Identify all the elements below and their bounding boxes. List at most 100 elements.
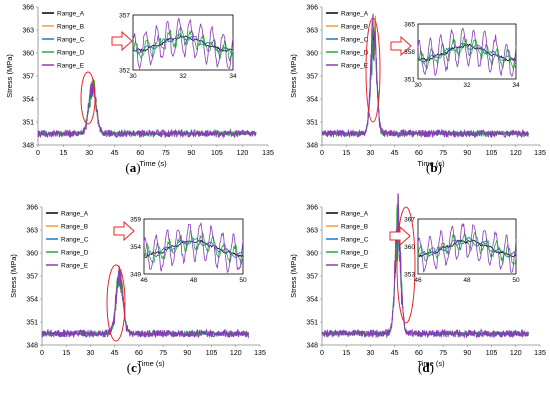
zoom-inset: 46 48 50 353 360 367	[404, 217, 520, 285]
y-tick-label: 354	[26, 297, 38, 304]
panel-b: 0 15 30 45 60 75 90 105 120 135 348 351 354 357 360 363…	[289, 5, 546, 176]
y-tick-label: 360	[306, 51, 318, 58]
panel-c: 0 15 30 45 60 75 90 105 120 135 348 351 354 357 360 363…	[9, 205, 266, 376]
x-tick-label: 0	[40, 350, 44, 357]
y-axis-title: Stress (MPa)	[9, 254, 18, 298]
legend-label-Range_C: Range_C	[341, 36, 369, 43]
inset-x-tick-label: 50	[512, 277, 520, 284]
x-tick-label: 75	[162, 150, 170, 157]
x-tick-label: 0	[320, 350, 324, 357]
y-tick-label: 366	[22, 5, 34, 12]
y-tick-label: 366	[26, 205, 38, 212]
x-tick-label: 15	[342, 150, 350, 157]
zoom-arrow-icon	[113, 220, 135, 242]
y-tick-label: 357	[26, 274, 38, 281]
x-tick-label: 90	[183, 350, 191, 357]
x-axis-title: Time (s)	[417, 159, 445, 168]
legend-label-Range_D: Range_D	[57, 49, 85, 56]
y-tick-label: 357	[22, 74, 34, 81]
zoom-arrow-icon	[111, 30, 133, 52]
inset-x-tick-label: 34	[512, 82, 520, 89]
y-tick-label: 351	[22, 120, 34, 127]
y-tick-label: 363	[306, 28, 318, 35]
legend-label-Range_E: Range_E	[341, 62, 369, 69]
peak-highlight-ellipse	[396, 206, 416, 324]
series-line-Range_D	[37, 79, 257, 138]
y-tick-label: 354	[306, 297, 318, 304]
y-tick-label: 348	[306, 143, 318, 150]
series-line-Range_E	[37, 79, 257, 139]
x-tick-label: 60	[415, 350, 423, 357]
y-axis-title: Stress (MPa)	[289, 254, 298, 298]
x-tick-label: 105	[486, 350, 498, 357]
legend-label-Range_D: Range_D	[341, 49, 369, 56]
y-tick-label: 357	[306, 274, 318, 281]
y-tick-label: 360	[22, 51, 34, 58]
legend-label-Range_D: Range_D	[341, 249, 369, 256]
x-tick-label: 120	[510, 350, 522, 357]
zoom-arrow-icon	[389, 225, 411, 247]
x-tick-label: 15	[60, 150, 68, 157]
x-tick-label: 120	[237, 150, 249, 157]
y-axis-title: Stress (MPa)	[289, 54, 298, 98]
y-tick-label: 363	[26, 228, 38, 235]
inset-y-tick-label: 354	[130, 244, 141, 251]
inset-series-Range_D	[417, 230, 517, 266]
inset-y-tick-label: 367	[404, 217, 415, 224]
series-line-Range_E	[321, 193, 529, 339]
x-tick-label: 75	[159, 350, 167, 357]
inset-x-tick-label: 30	[129, 73, 137, 80]
legend-label-Range_A: Range_A	[57, 10, 85, 17]
x-axis-title: Time (s)	[139, 159, 167, 168]
legend-label-Range_E: Range_E	[341, 262, 369, 269]
inset-series-Range_A	[417, 239, 517, 258]
y-tick-label: 354	[306, 97, 318, 104]
x-tick-label: 75	[439, 350, 447, 357]
x-tick-label: 120	[510, 150, 522, 157]
legend-label-Range_B: Range_B	[57, 23, 84, 30]
y-tick-label: 348	[26, 343, 38, 350]
y-tick-label: 357	[306, 74, 318, 81]
y-tick-label: 363	[306, 228, 318, 235]
x-tick-label: 30	[85, 150, 93, 157]
y-tick-label: 360	[306, 251, 318, 258]
x-tick-label: 135	[254, 350, 266, 357]
x-tick-label: 30	[367, 350, 375, 357]
y-tick-label: 348	[306, 343, 318, 350]
x-tick-label: 15	[62, 350, 70, 357]
legend-label-Range_E: Range_E	[61, 262, 89, 269]
panel-d: 0 15 30 45 60 75 90 105 120 135 348 351 354 357 360 363…	[289, 193, 546, 375]
panel-caption: (d)	[418, 360, 434, 375]
x-tick-label: 60	[415, 150, 423, 157]
x-tick-label: 135	[534, 150, 546, 157]
legend-label-Range_C: Range_C	[61, 236, 89, 243]
x-tick-label: 120	[230, 350, 242, 357]
series-line-Range_B	[37, 78, 257, 136]
inset-x-tick-label: 32	[179, 73, 187, 80]
y-tick-label: 351	[306, 320, 318, 327]
inset-y-tick-label: 357	[119, 13, 130, 20]
y-tick-label: 351	[306, 120, 318, 127]
inset-series-Range_D	[132, 26, 234, 62]
inset-frame	[417, 218, 517, 275]
series-line-Range_E	[321, 14, 530, 139]
inset-series-Range_D	[143, 229, 244, 265]
x-tick-label: 45	[111, 350, 119, 357]
x-tick-label: 90	[463, 350, 471, 357]
x-tick-label: 105	[206, 350, 218, 357]
x-tick-label: 90	[463, 150, 471, 157]
y-tick-label: 354	[22, 97, 34, 104]
inset-series-Range_E	[417, 223, 517, 273]
series-line-Range_C	[37, 84, 257, 137]
series-line-Range_E	[41, 264, 250, 340]
panel-caption: (b)	[426, 160, 442, 175]
peak-highlight-ellipse	[106, 264, 126, 342]
y-tick-label: 351	[26, 320, 38, 327]
legend-label-Range_D: Range_D	[61, 249, 89, 256]
inset-y-tick-label: 358	[404, 49, 415, 56]
x-tick-label: 135	[262, 150, 274, 157]
y-tick-label: 363	[22, 28, 34, 35]
y-tick-label: 360	[26, 251, 38, 258]
legend-label-Range_E: Range_E	[57, 62, 85, 69]
